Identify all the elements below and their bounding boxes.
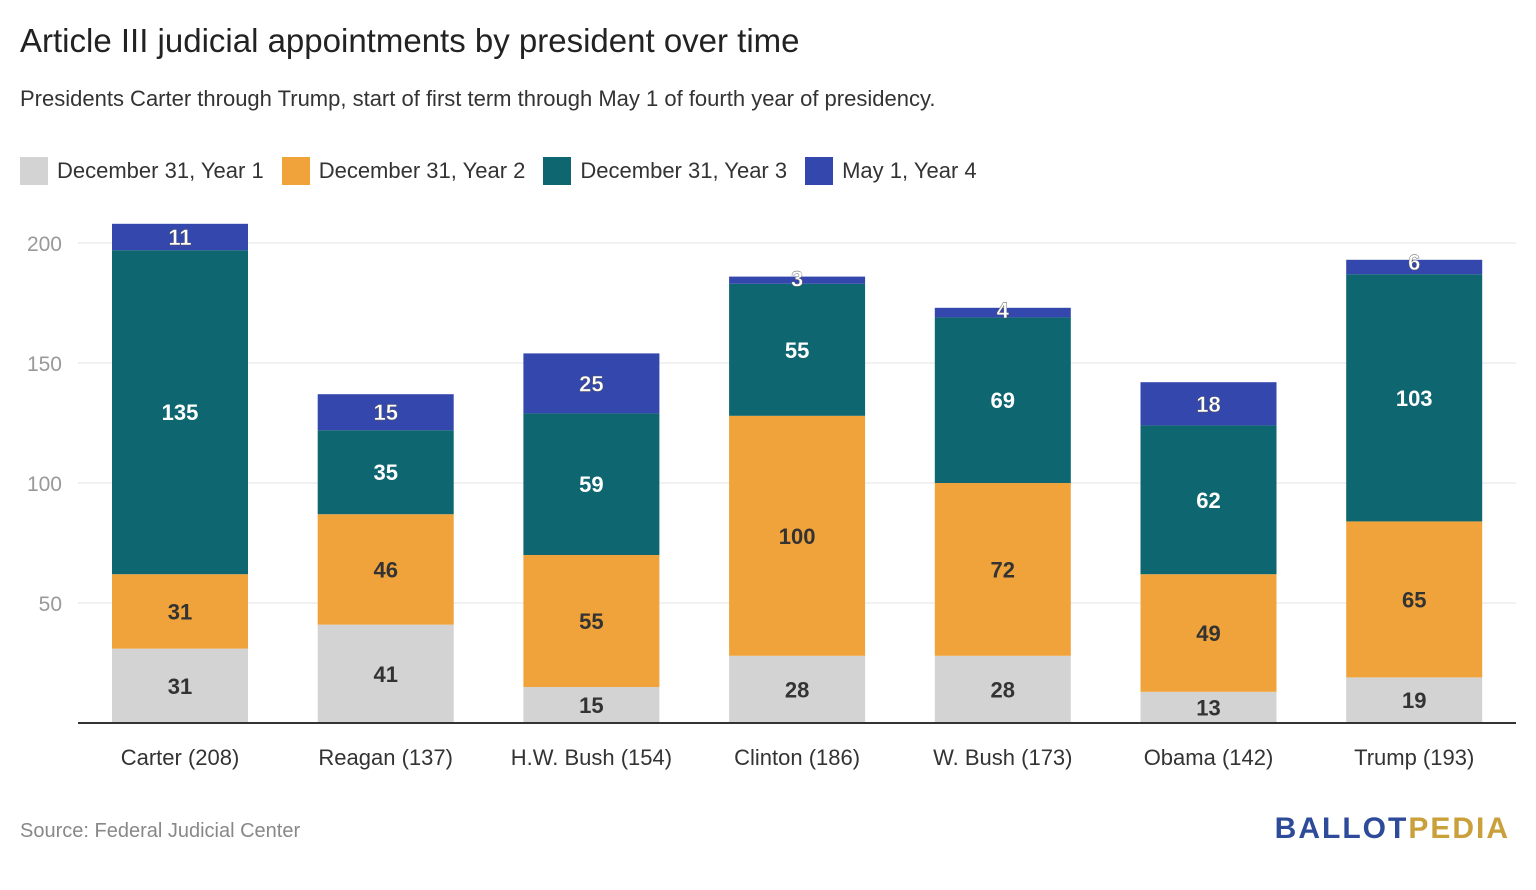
bar-segment-2-3	[729, 283, 866, 416]
data-label-1-3: 100	[779, 524, 816, 549]
bar-segment-1-6	[1346, 521, 1483, 678]
legend-swatch-year4	[805, 157, 834, 185]
x-category-label-3: Clinton (186)	[734, 745, 860, 770]
ballotpedia-logo: BALLOTPEDIA	[1275, 812, 1510, 846]
data-label-3-2: 25	[579, 371, 603, 396]
data-label-0-0: 31	[168, 674, 192, 699]
y-tick-label-150: 150	[27, 353, 62, 376]
data-label-3-3: 3	[791, 267, 803, 292]
data-label-2-6: 103	[1396, 386, 1433, 411]
bar-segment-1-5	[1140, 574, 1277, 692]
bar-segment-3-2	[523, 353, 660, 414]
data-label-0-6: 19	[1402, 688, 1426, 713]
bar-segment-0-3	[729, 655, 866, 723]
data-label-0-1: 41	[373, 662, 397, 687]
x-category-label-1: Reagan (137)	[318, 745, 453, 770]
bar-segment-1-0	[112, 574, 248, 649]
data-label-2-0: 135	[162, 400, 199, 425]
source-note: Source: Federal Judicial Center	[20, 820, 301, 842]
data-label-1-0: 31	[168, 599, 192, 624]
data-label-1-4: 72	[991, 557, 1015, 582]
bar-segment-1-2	[523, 555, 660, 687]
bar-segment-2-6	[1346, 274, 1483, 522]
data-label-2-1: 35	[373, 460, 397, 485]
x-category-label-5: Obama (142)	[1144, 745, 1274, 770]
y-tick-label-50: 50	[39, 593, 62, 616]
x-category-label-6: Trump (193)	[1354, 745, 1474, 770]
chart-title: Article III judicial appointments by pre…	[20, 22, 800, 59]
chart-subtitle: Presidents Carter through Trump, start o…	[20, 86, 936, 111]
data-label-1-6: 65	[1402, 587, 1426, 612]
legend-swatch-year1	[20, 157, 48, 185]
data-label-3-1: 15	[373, 400, 397, 425]
bar-segment-2-5	[1140, 425, 1277, 575]
bar-segment-3-4	[934, 307, 1071, 318]
bar-segment-1-1	[317, 514, 454, 625]
legend-label-year4: May 1, Year 4	[842, 158, 977, 183]
data-label-1-2: 55	[579, 609, 603, 634]
x-category-label-2: H.W. Bush (154)	[511, 745, 672, 770]
data-label-1-1: 46	[373, 557, 397, 582]
bar-segment-1-4	[934, 483, 1071, 656]
bar-segment-0-2	[523, 687, 660, 723]
data-label-3-5: 18	[1196, 392, 1220, 417]
bar-segment-3-1	[317, 394, 454, 431]
data-label-2-3: 55	[785, 338, 809, 363]
data-label-3-6: 6	[1408, 250, 1420, 275]
bar-segment-3-0	[112, 223, 248, 251]
bar-segment-0-0	[112, 648, 248, 723]
legend-swatch-year2	[281, 157, 310, 185]
bar-segment-1-3	[729, 415, 866, 656]
legend-item-year2: December 31, Year 2	[281, 157, 526, 185]
bar-segment-3-3	[729, 276, 866, 284]
bar-segment-0-1	[317, 624, 454, 723]
x-category-label-4: W. Bush (173)	[933, 745, 1072, 770]
bar-segment-0-4	[934, 655, 1071, 723]
legend: December 31, Year 1 December 31, Year 2 …	[20, 157, 995, 185]
legend-swatch-year3	[543, 157, 572, 185]
legend-label-year2: December 31, Year 2	[318, 158, 526, 183]
legend-item-year1: December 31, Year 1	[20, 157, 264, 185]
data-label-0-2: 15	[579, 693, 603, 718]
data-label-0-3: 28	[785, 677, 809, 702]
data-label-3-4: 4	[997, 298, 1010, 323]
data-label-1-5: 49	[1196, 621, 1220, 646]
bar-segment-3-5	[1140, 382, 1277, 426]
y-tick-label-100: 100	[27, 473, 62, 496]
bar-segment-2-2	[523, 413, 660, 555]
x-category-label-0: Carter (208)	[121, 745, 240, 770]
logo-text-ballot: BALLOT	[1274, 812, 1409, 845]
legend-label-year3: December 31, Year 3	[580, 158, 788, 183]
legend-item-year3: December 31, Year 3	[543, 157, 787, 185]
data-label-3-0: 11	[168, 225, 191, 250]
data-label-0-4: 28	[991, 677, 1015, 702]
bar-segment-3-6	[1346, 259, 1483, 275]
y-tick-label-200: 200	[27, 233, 62, 256]
data-label-0-5: 13	[1196, 695, 1220, 720]
bar-segment-2-1	[317, 430, 454, 515]
legend-label-year1: December 31, Year 1	[57, 158, 264, 183]
logo-text-pedia: PEDIA	[1408, 812, 1510, 845]
bar-segment-2-4	[934, 317, 1071, 483]
data-label-2-4: 69	[991, 388, 1015, 413]
data-label-2-5: 62	[1196, 488, 1220, 513]
bar-segment-0-6	[1346, 677, 1483, 723]
bar-segment-2-0	[112, 250, 248, 575]
legend-item-year4: May 1, Year 4	[805, 157, 977, 185]
data-label-2-2: 59	[579, 472, 603, 497]
bar-segment-0-5	[1140, 691, 1277, 723]
